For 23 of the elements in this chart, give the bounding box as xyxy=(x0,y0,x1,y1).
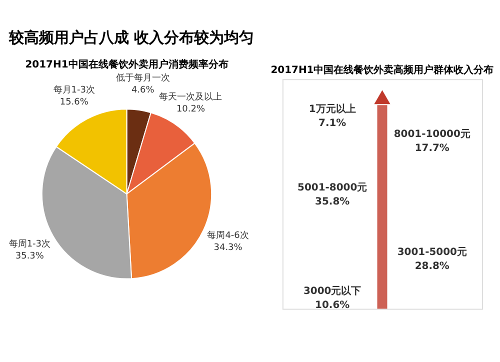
data-label: 28.8% xyxy=(414,260,450,272)
slice-label: 每天一次及以上 xyxy=(159,91,222,102)
data-label: 10.2% xyxy=(176,104,206,114)
category-label: 3001-5000元 xyxy=(397,246,467,258)
data-label: 10.6% xyxy=(315,300,350,312)
category-label: 8001-10000元 xyxy=(394,128,470,140)
data-label: 4.6% xyxy=(131,85,155,96)
text: 2017H1中国在线餐饮外卖高频用户群体收入分布 xyxy=(270,64,494,76)
slice-label: 每周4-6次 xyxy=(207,230,249,242)
category-label: 1万元以上 xyxy=(308,103,356,116)
data-label: 35.8% xyxy=(315,196,350,208)
data-label: 34.3% xyxy=(214,243,243,254)
data-label: 7.1% xyxy=(318,118,346,130)
text: 较高频用户占八成 收入分布较为均匀 xyxy=(8,28,254,46)
category-label: 3000元以下 xyxy=(303,285,362,298)
data-label: 15.6% xyxy=(60,97,89,108)
slice-label: 每月1-3次 xyxy=(53,84,95,96)
category-label: 5001-8000元 xyxy=(298,181,368,194)
data-label: 35.3% xyxy=(15,251,44,262)
slice-label: 每周1-3次 xyxy=(8,238,50,250)
slice-label: 低于每月一次 xyxy=(116,72,170,84)
chart-title: 2017H1中国在线餐饮外卖用户消费频率分布 xyxy=(25,58,228,70)
data-label: 17.7% xyxy=(414,142,450,154)
